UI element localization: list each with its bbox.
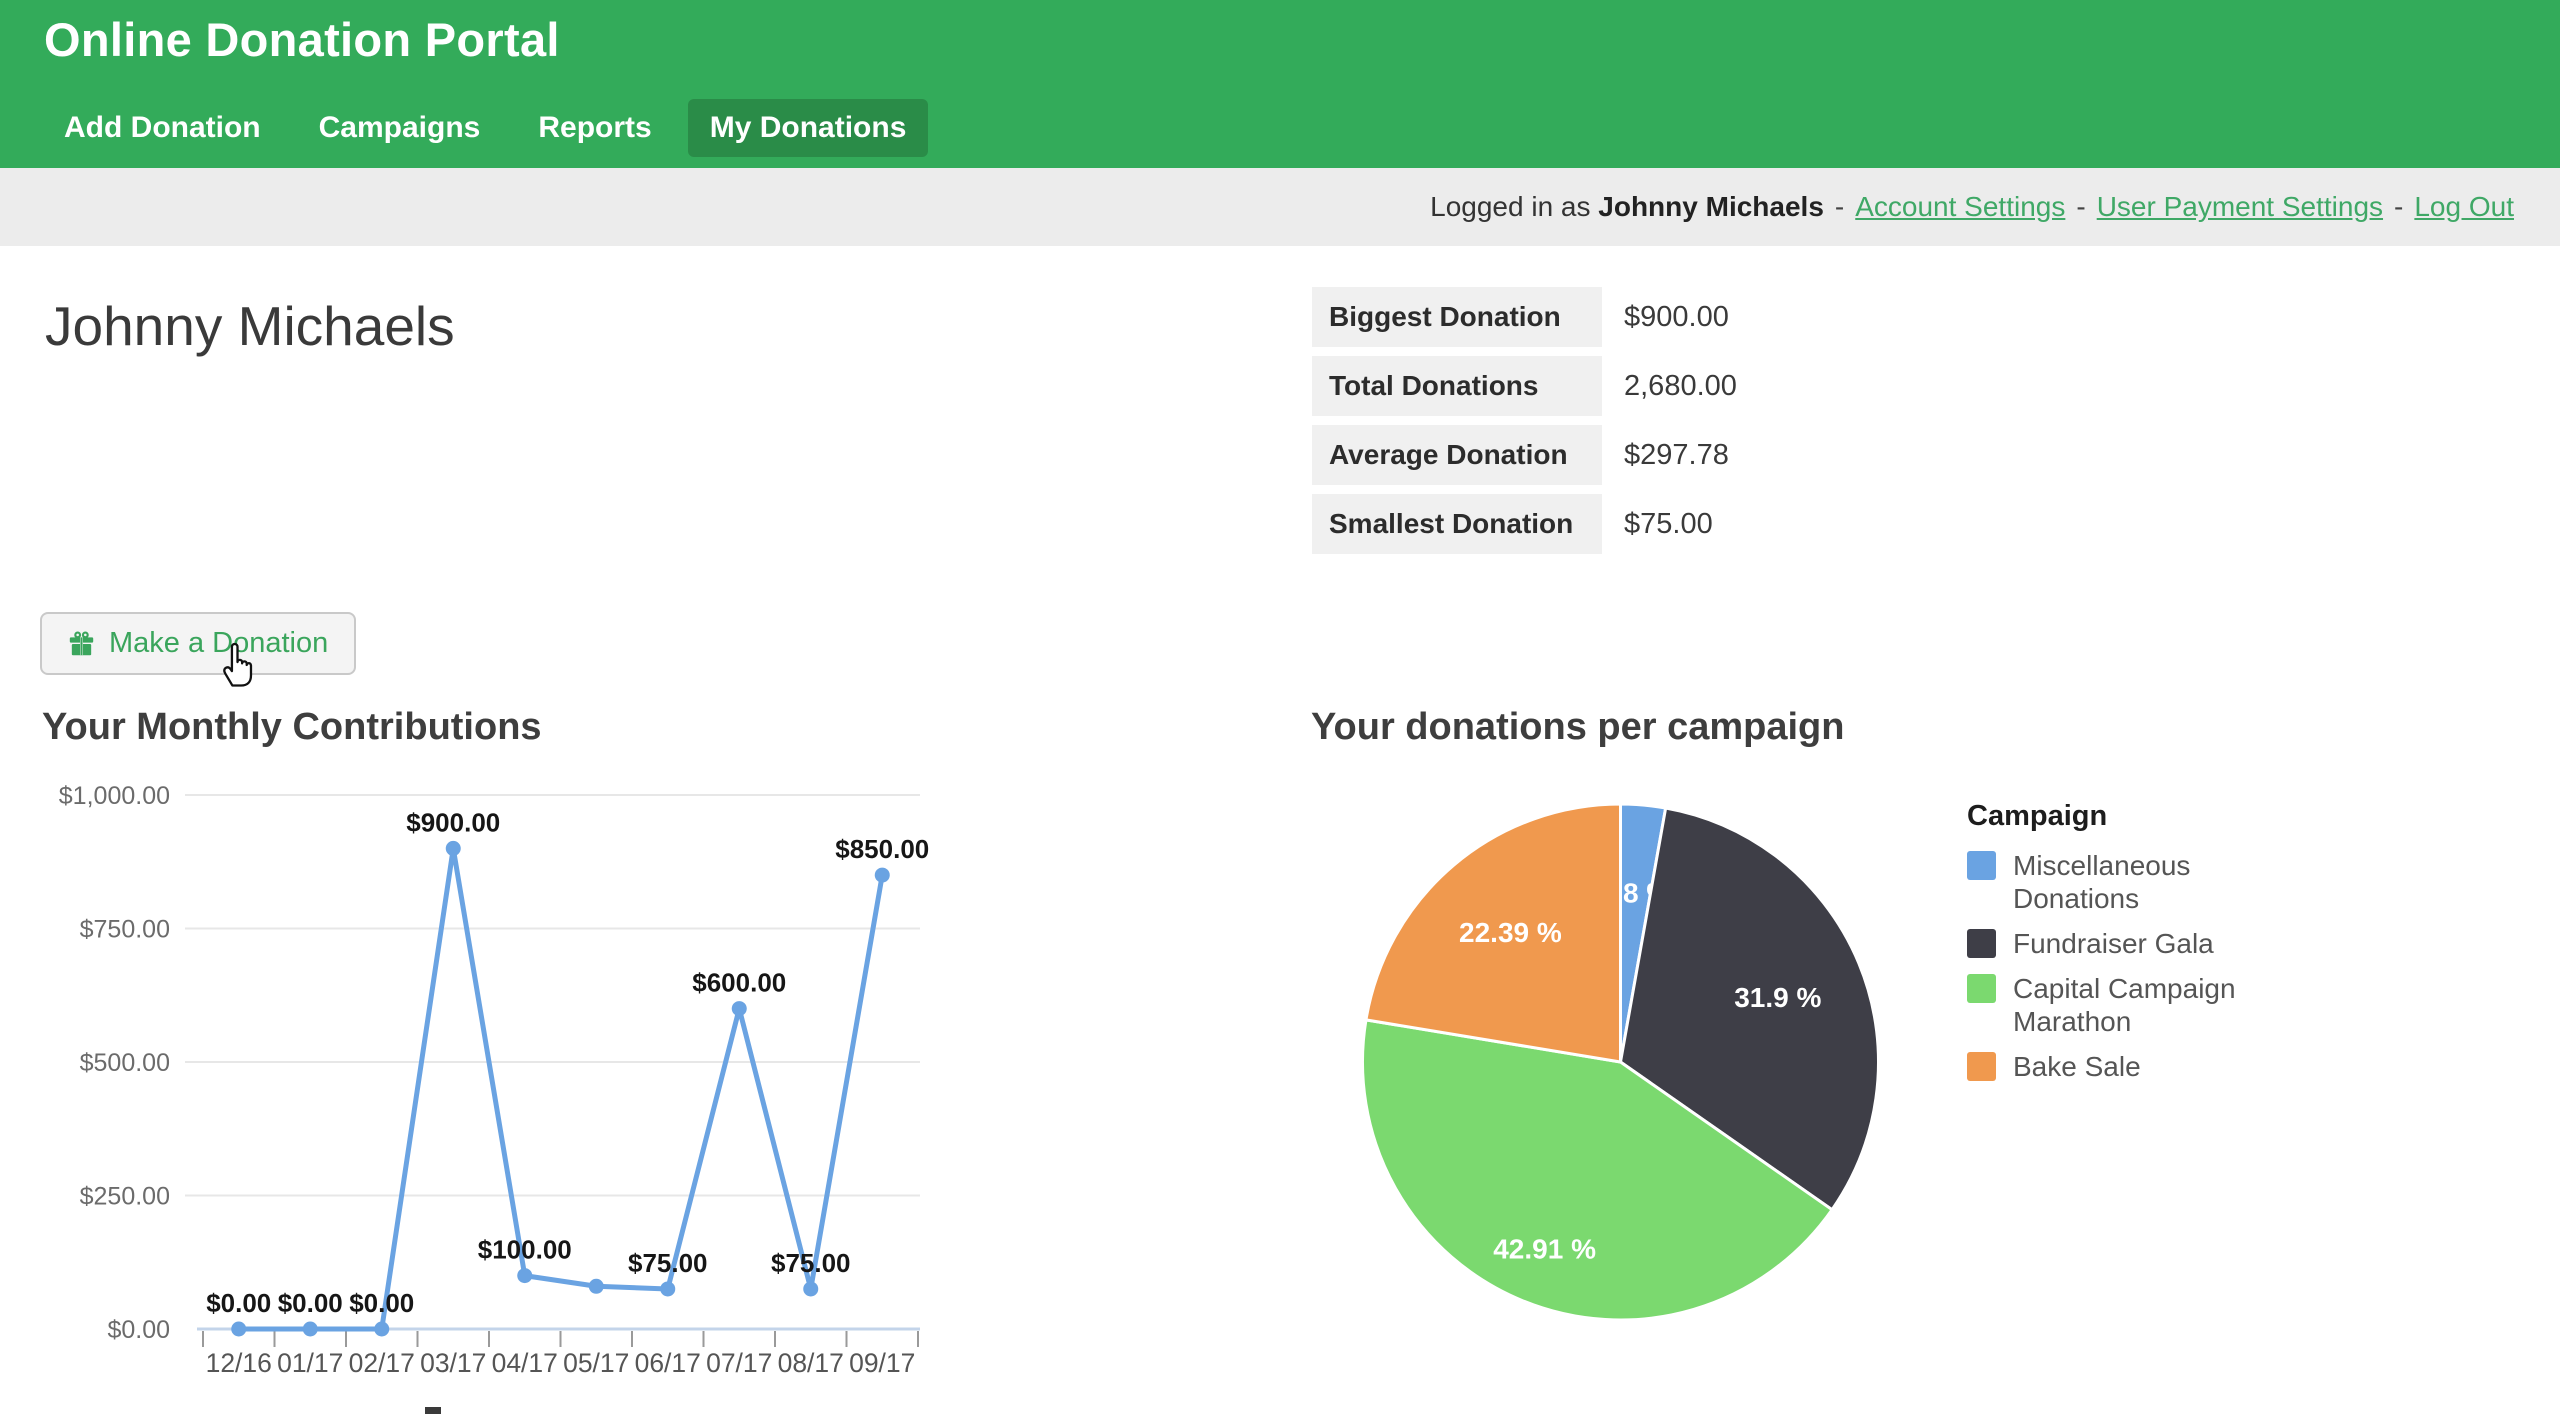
data-point — [374, 1321, 390, 1337]
data-point-label: $850.00 — [835, 834, 929, 864]
data-point — [803, 1281, 819, 1297]
legend-swatch-icon — [1967, 929, 1996, 959]
main-nav: Add Donation Campaigns Reports My Donations — [42, 99, 929, 157]
data-point-label: $600.00 — [692, 968, 786, 998]
data-point-label: $900.00 — [406, 807, 500, 837]
legend-item-label: Bake Sale — [2013, 1051, 2141, 1083]
legend-swatch-icon — [1967, 1052, 1996, 1082]
app-header: Online Donation Portal Add Donation Campa… — [0, 0, 2560, 168]
legend-item: Fundraiser Gala — [1967, 927, 2387, 960]
y-axis-label: $250.00 — [80, 1183, 170, 1211]
tab-campaigns[interactable]: Campaigns — [318, 111, 481, 144]
table-row: Smallest Donation $75.00 — [1312, 494, 2012, 554]
campaign-legend: Campaign Miscellaneous Donations Fundrais… — [1967, 800, 2387, 1095]
user-bar: Logged in as Johnny Michaels - Account Set… — [0, 168, 2560, 246]
campaign-pie-chart: 2.8 % 31.9 % 42.91 % 22.39 % — [1360, 798, 1882, 1324]
donation-stats-table: Biggest Donation $900.00 Total Donations 2,… — [1312, 287, 2012, 563]
stat-value: $900.00 — [1624, 300, 1729, 333]
y-axis-label: $750.00 — [80, 916, 170, 944]
tab-my-donations[interactable]: My Donations — [687, 99, 929, 157]
pie-slice — [1364, 802, 1622, 1064]
x-axis-label: 01/17 — [277, 1348, 343, 1378]
pie-slice — [1361, 1018, 1834, 1322]
data-point — [445, 840, 461, 856]
data-point — [588, 1278, 604, 1294]
data-point-label: $0.00 — [278, 1288, 343, 1318]
legend-swatch-icon — [1967, 851, 1996, 880]
data-point — [660, 1281, 676, 1297]
legend-item: Capital Campaign Marathon — [1967, 972, 2387, 1038]
legend-item: Miscellaneous Donations — [1967, 849, 2387, 915]
y-axis-label: $500.00 — [80, 1049, 170, 1077]
clipped-text-fragment — [425, 1407, 441, 1414]
x-axis-label: 04/17 — [492, 1348, 558, 1378]
separator: - — [2394, 191, 2404, 222]
page-title: Johnny Michaels — [45, 295, 455, 357]
tab-add-donation[interactable]: Add Donation — [64, 111, 261, 144]
line-chart-svg: $1,000.00$750.00$500.00$250.00$0.0012/16… — [59, 782, 929, 1378]
data-point-label: $75.00 — [771, 1248, 851, 1278]
legend-item-label: Capital Campaign Marathon — [2013, 973, 2236, 1038]
legend-items: Miscellaneous Donations Fundraiser Gala Ca… — [1967, 849, 2387, 1083]
series-line — [236, 845, 885, 1332]
table-row: Average Donation $297.78 — [1312, 425, 2012, 485]
table-row: Total Donations 2,680.00 — [1312, 356, 2012, 416]
y-axis-label: $1,000.00 — [59, 782, 170, 810]
legend-item-label: Miscellaneous Donations — [2013, 850, 2191, 915]
gift-icon — [69, 631, 94, 656]
data-point — [874, 867, 890, 883]
data-point-label: $75.00 — [628, 1248, 708, 1278]
monthly-contributions-title: Your Monthly Contributions — [42, 706, 542, 748]
logged-in-username: Johnny Michaels — [1598, 191, 1824, 222]
monthly-contributions-line-chart: $1,000.00 $750.00 $500.00 $250.00 $0.00 12/16… — [40, 770, 940, 1414]
user-payment-settings-link[interactable]: User Payment Settings — [2096, 191, 2384, 222]
stat-value: $297.78 — [1624, 438, 1729, 471]
pie-slice-label: 31.9 % — [1734, 982, 1821, 1013]
x-axis-label: 07/17 — [706, 1348, 772, 1378]
pie-slice-label: 22.39 % — [1459, 917, 1562, 948]
x-axis-label: 02/17 — [349, 1348, 415, 1378]
x-axis-label: 06/17 — [635, 1348, 701, 1378]
data-point — [302, 1321, 318, 1337]
app-title: Online Donation Portal — [44, 13, 560, 66]
donations-per-campaign-title: Your donations per campaign — [1311, 706, 1845, 748]
legend-item-label: Fundraiser Gala — [2013, 928, 2214, 960]
legend-item: Bake Sale — [1967, 1050, 2387, 1083]
stat-label: Total Donations — [1312, 356, 1602, 416]
pie-slice-label: 42.91 % — [1493, 1233, 1596, 1264]
user-bar-links: - Account Settings - User Payment Settings -… — [1824, 191, 2514, 223]
tab-reports[interactable]: Reports — [538, 111, 652, 144]
mouse-cursor-icon — [223, 642, 253, 687]
logged-in-text: Logged in as — [1430, 191, 1591, 222]
data-point — [517, 1268, 533, 1284]
log-out-link[interactable]: Log Out — [2414, 191, 2514, 222]
stat-value: $75.00 — [1624, 507, 1713, 540]
make-a-donation-label: Make a Donation — [109, 627, 329, 659]
x-axis-label: 03/17 — [420, 1348, 486, 1378]
x-axis-label: 08/17 — [778, 1348, 844, 1378]
x-axis-label: 12/16 — [206, 1348, 272, 1378]
data-point — [231, 1321, 247, 1337]
legend-swatch-icon — [1967, 974, 1996, 1004]
data-point-label: $100.00 — [478, 1235, 572, 1265]
y-axis-label: $0.00 — [107, 1316, 170, 1344]
data-point-label: $0.00 — [349, 1288, 414, 1318]
data-point — [731, 1001, 747, 1017]
stat-label: Biggest Donation — [1312, 287, 1602, 347]
account-settings-link[interactable]: Account Settings — [1855, 191, 2066, 222]
separator: - — [1834, 191, 1845, 222]
legend-title: Campaign — [1967, 800, 2108, 832]
make-a-donation-button[interactable]: Make a Donation — [40, 612, 357, 675]
pie-slice — [1619, 806, 1880, 1212]
stat-label: Average Donation — [1312, 425, 1602, 485]
x-axis-label: 05/17 — [563, 1348, 629, 1378]
x-axis-label: 09/17 — [849, 1348, 915, 1378]
separator: - — [2076, 191, 2086, 222]
stat-label: Smallest Donation — [1312, 494, 1602, 554]
table-row: Biggest Donation $900.00 — [1312, 287, 2012, 347]
pie-chart-svg: 2.8 %31.9 %42.91 %22.39 % — [1361, 802, 1880, 1322]
data-point-label: $0.00 — [206, 1288, 271, 1318]
stat-value: 2,680.00 — [1624, 369, 1737, 402]
